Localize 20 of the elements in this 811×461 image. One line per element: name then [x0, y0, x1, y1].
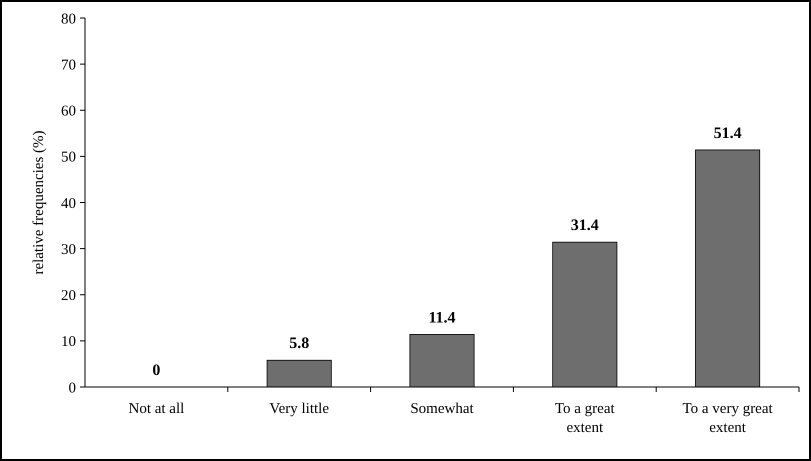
x-tick-label: To a great extent	[554, 401, 616, 436]
data-label: 5.8	[289, 335, 310, 352]
y-tick-label: 0	[68, 380, 76, 396]
data-label: 51.4	[714, 124, 742, 142]
x-tick-label: Very little	[269, 401, 330, 417]
x-tick-label: Not at all	[128, 401, 184, 417]
y-tick-label: 50	[61, 150, 76, 166]
y-tick-label: 30	[61, 242, 76, 258]
y-tick-label: 80	[61, 11, 76, 28]
x-tick-label: To a very great extent	[682, 401, 774, 436]
y-tick-label: 20	[61, 288, 76, 304]
y-tick-label: 60	[61, 104, 76, 120]
y-axis-title: relative frequencies (%)	[31, 130, 47, 275]
data-label: 31.4	[570, 217, 599, 234]
data-label: 11.4	[428, 309, 456, 326]
x-tick-label: Somewhat	[410, 401, 474, 417]
data-label: 0	[152, 362, 160, 379]
y-tick-label: 40	[61, 196, 76, 212]
y-tick-label: 70	[61, 57, 76, 74]
y-tick-label: 10	[61, 334, 76, 350]
